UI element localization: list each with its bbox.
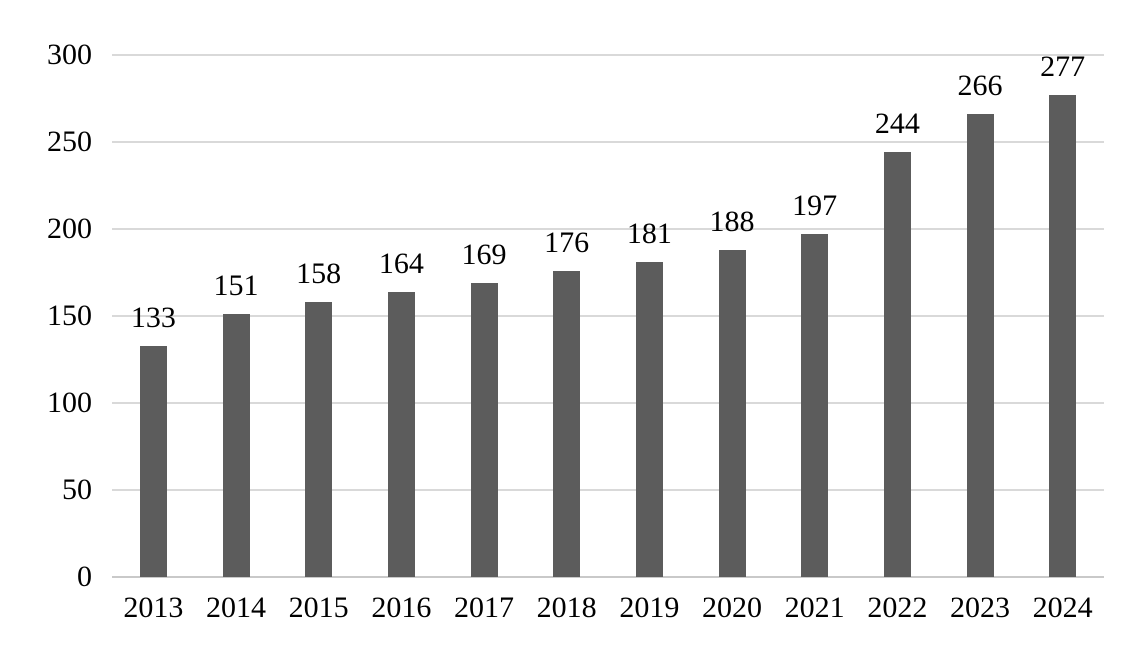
value-label-2019: 181: [626, 217, 672, 251]
value-label-2024: 277: [1040, 50, 1086, 84]
y-tick-label-0: 0: [77, 560, 92, 593]
bar-2020: [718, 249, 746, 577]
x-tick-label-2018: 2018: [536, 591, 597, 624]
x-tick-label-2019: 2019: [619, 591, 680, 624]
value-label-2023: 266: [957, 69, 1003, 103]
gridline-150: [112, 315, 1104, 317]
x-tick-label-2023: 2023: [950, 591, 1010, 624]
x-tick-label-2022: 2022: [867, 591, 928, 624]
x-tick-label-2015: 2015: [288, 591, 349, 624]
value-label-2013: 133: [130, 300, 176, 334]
bar-2018: [553, 270, 581, 577]
bar-2019: [635, 262, 663, 577]
gridline-50: [112, 489, 1104, 491]
x-tick-label-2020: 2020: [702, 591, 762, 624]
y-tick-label-150: 150: [47, 299, 92, 332]
bar-2014: [222, 314, 250, 577]
y-tick-label-200: 200: [47, 212, 92, 245]
x-tick-label-2013: 2013: [123, 591, 184, 624]
gridline-200: [112, 228, 1104, 230]
y-tick-label-250: 250: [47, 125, 92, 158]
bar-2017: [470, 282, 498, 577]
bar-2021: [801, 234, 829, 577]
bar-2023: [966, 114, 994, 577]
bar-2024: [1049, 95, 1077, 577]
gridline-300: [112, 54, 1104, 56]
bar-2015: [305, 302, 333, 577]
x-tick-label-2016: 2016: [371, 591, 432, 624]
x-tick-label-2021: 2021: [784, 591, 845, 624]
bar-2013: [139, 345, 167, 577]
value-label-2021: 197: [792, 189, 838, 223]
y-tick-label-300: 300: [47, 38, 92, 71]
x-tick-label-2014: 2014: [206, 591, 266, 624]
value-label-2017: 169: [461, 237, 507, 271]
gridline-0: [112, 576, 1104, 578]
bar-2022: [883, 152, 911, 577]
y-tick-label-50: 50: [62, 473, 92, 506]
x-tick-label-2024: 2024: [1032, 591, 1093, 624]
gridline-250: [112, 141, 1104, 143]
value-label-2014: 151: [213, 269, 259, 303]
y-tick-label-100: 100: [47, 386, 92, 419]
bar-2016: [387, 291, 415, 577]
value-label-2015: 158: [296, 257, 342, 291]
gridline-100: [112, 402, 1104, 404]
value-label-2022: 244: [874, 107, 920, 141]
x-tick-label-2017: 2017: [454, 591, 514, 624]
value-label-2016: 164: [378, 246, 424, 280]
value-label-2018: 176: [544, 225, 590, 259]
value-label-2020: 188: [709, 204, 755, 238]
